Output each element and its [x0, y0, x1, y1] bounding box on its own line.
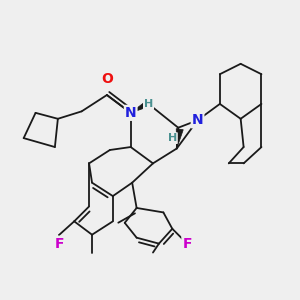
- Text: N: N: [125, 106, 136, 120]
- Polygon shape: [131, 99, 152, 113]
- Text: F: F: [182, 237, 192, 250]
- Text: H: H: [168, 133, 177, 143]
- Text: F: F: [55, 237, 64, 250]
- Text: O: O: [101, 72, 113, 86]
- Text: H: H: [144, 99, 153, 109]
- Text: N: N: [192, 113, 203, 127]
- Polygon shape: [176, 129, 183, 148]
